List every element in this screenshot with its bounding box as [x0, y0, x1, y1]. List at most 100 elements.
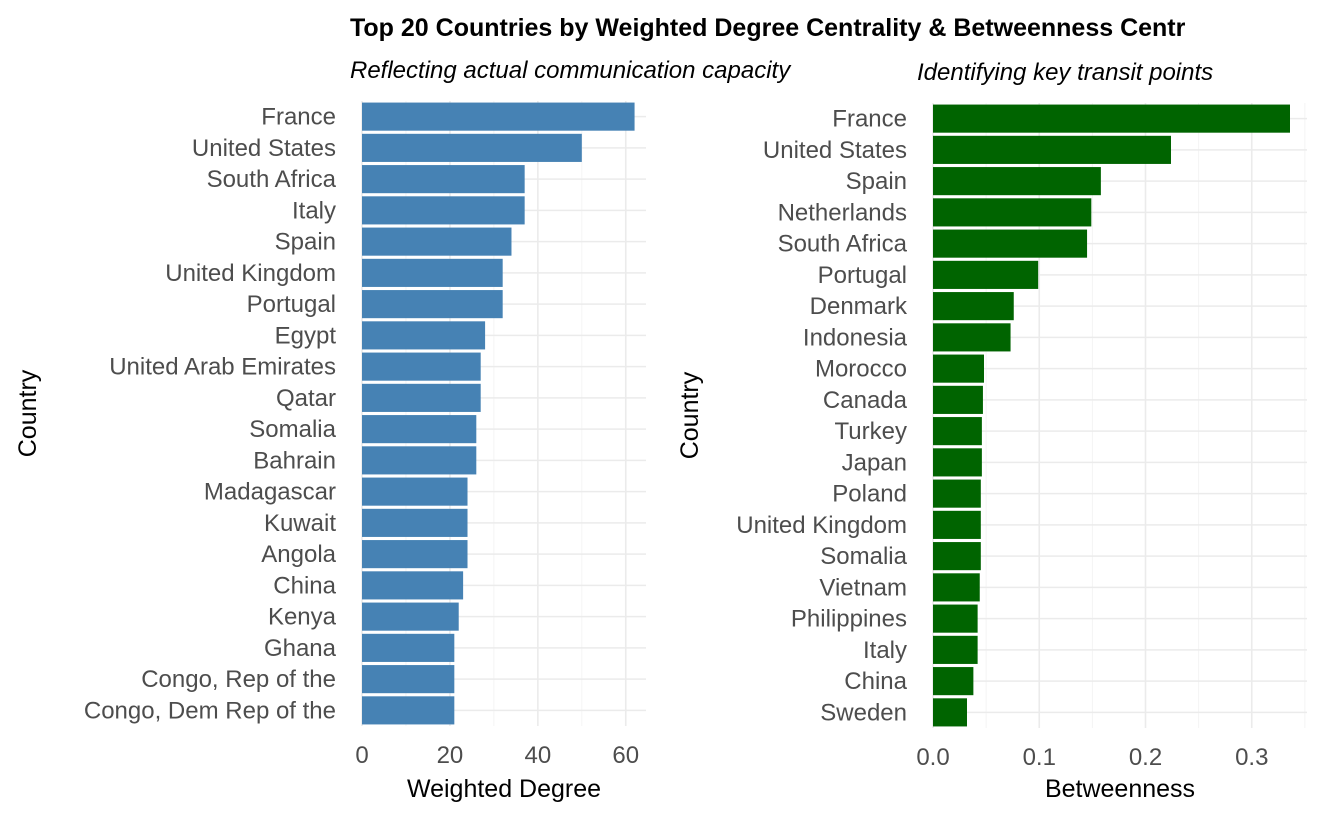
panel-2-bar	[933, 198, 1092, 227]
panel-2-category-label: Netherlands	[778, 199, 907, 226]
panel-2-category-label: Sweden	[820, 699, 907, 726]
panel-2-bar	[933, 323, 1011, 352]
panel-2-category-label: China	[844, 668, 907, 695]
panel-1-bar	[362, 290, 503, 319]
panel-1-category-label: Congo, Rep of the	[141, 666, 336, 693]
panel-1-category-label: Bahrain	[253, 447, 336, 474]
panel-1-bar	[362, 477, 468, 506]
panel-2-category-label: Canada	[823, 387, 908, 414]
panel-2: France United States Spain Netherlands South…	[676, 59, 1307, 803]
panel-2-bar	[933, 229, 1088, 258]
panel-2-category-label: Indonesia	[803, 324, 908, 351]
panel-1-bar	[362, 633, 455, 662]
panel-1-x-tick-label: 0	[355, 742, 368, 769]
panel-2-category-label: Portugal	[818, 262, 907, 289]
panel-1-category-label: United Kingdom	[165, 260, 336, 287]
panel-2-bar	[933, 448, 982, 477]
panel-1-bar	[362, 415, 477, 444]
panel-2-category-label: Japan	[842, 449, 907, 476]
panel-2-bar	[933, 385, 983, 414]
panel-2-bar	[933, 260, 1039, 289]
panel-2-category-label: Vietnam	[819, 574, 907, 601]
panel-1-bar	[362, 352, 481, 381]
panel-1-category-label: United Arab Emirates	[109, 354, 336, 381]
panel-1-category-label: Portugal	[247, 291, 336, 318]
panel-1-category-label: Congo, Dem Rep of the	[84, 697, 336, 724]
panel-1-bar	[362, 102, 635, 131]
panel-2-category-label: South Africa	[778, 231, 908, 258]
panel-1-bar	[362, 165, 525, 194]
panel-1-bar	[362, 133, 582, 162]
panel-1-x-axis-title: Weighted Degree	[407, 775, 601, 803]
panel-1-category-label: France	[261, 104, 336, 131]
panel-1-subtitle: Reflecting actual communication capacity	[350, 57, 792, 84]
panel-2-category-label: Somalia	[820, 543, 907, 570]
panel-2-category-label: Denmark	[810, 293, 908, 320]
panel-1-x-tick-label: 60	[612, 742, 639, 769]
panel-1-bar	[362, 227, 512, 256]
panel-2-y-axis-title: Country	[676, 371, 704, 459]
panel-2-bar	[933, 135, 1171, 164]
panel-1-bar	[362, 602, 459, 631]
panel-2-x-tick-label: 0.0	[916, 744, 949, 771]
panel-2-category-label: United Kingdom	[736, 512, 907, 539]
panel-1-category-label: Somalia	[249, 416, 336, 443]
panel-2-category-label: Philippines	[791, 606, 907, 633]
panel-1-category-label: Angola	[261, 541, 336, 568]
panel-1-category-label: Madagascar	[204, 479, 336, 506]
panel-1-y-axis-title: Country	[14, 369, 42, 457]
panel-2-bar	[933, 354, 984, 383]
panel-1-category-label: Kenya	[268, 604, 337, 631]
panel-1-category-label: Kuwait	[264, 510, 336, 537]
panel-2-category-label: France	[832, 106, 907, 133]
panel-2-x-tick-label: 0.1	[1023, 744, 1056, 771]
panel-2-bar	[933, 635, 978, 664]
panel-1-category-label: Italy	[292, 197, 336, 224]
panel-2-bar	[933, 479, 981, 508]
panel-2-category-label: Poland	[832, 481, 907, 508]
panel-1-bar	[362, 383, 481, 412]
panel-1-category-label: South Africa	[207, 166, 337, 193]
panel-2-x-tick-label: 0.3	[1235, 744, 1268, 771]
panel-2-category-label: Spain	[846, 168, 907, 195]
panel-1-bar	[362, 571, 464, 600]
chart-panels: France United States South Africa Italy Spai…	[14, 57, 1307, 803]
panel-2-bar	[933, 292, 1014, 321]
panel-1-bar	[362, 540, 468, 569]
panel-2-category-label: Turkey	[835, 418, 907, 445]
chart-title: Top 20 Countries by Weighted Degree Cent…	[350, 14, 1186, 42]
panel-1-category-label: Ghana	[264, 635, 337, 662]
panel-2-bar	[933, 417, 982, 446]
panel-2-subtitle: Identifying key transit points	[917, 59, 1213, 86]
panel-1-bar	[362, 508, 468, 537]
panel-2-category-label: Italy	[863, 637, 907, 664]
panel-1-x-tick-label: 40	[524, 742, 551, 769]
panel-1-bar	[362, 258, 503, 287]
panel-1-category-label: Qatar	[276, 385, 336, 412]
panel-2-bar	[933, 604, 978, 633]
panel-1-category-label: Spain	[275, 229, 336, 256]
panel-1-bar	[362, 321, 486, 350]
panel-2-category-label: Morocco	[815, 356, 907, 383]
panel-1-category-label: China	[273, 572, 336, 599]
panel-1: France United States South Africa Italy Spai…	[14, 57, 792, 803]
panel-1-category-label: United States	[192, 135, 336, 162]
panel-1-category-label: Egypt	[275, 322, 337, 349]
panel-2-bar	[933, 542, 981, 571]
panel-1-bar	[362, 446, 477, 475]
panel-2-bar	[933, 510, 981, 539]
panel-2-bar	[933, 667, 974, 696]
panel-1-bar	[362, 196, 525, 225]
panel-2-category-label: United States	[763, 137, 907, 164]
panel-1-bar	[362, 696, 455, 725]
panel-1-bar	[362, 665, 455, 694]
panel-2-bar	[933, 698, 967, 727]
panel-2-bar	[933, 573, 980, 602]
panel-2-bar	[933, 104, 1290, 133]
panel-1-x-tick-label: 20	[437, 742, 464, 769]
panel-2-x-axis-title: Betweenness	[1045, 775, 1195, 803]
panel-2-bar	[933, 167, 1101, 196]
panel-2-x-tick-label: 0.2	[1129, 744, 1162, 771]
